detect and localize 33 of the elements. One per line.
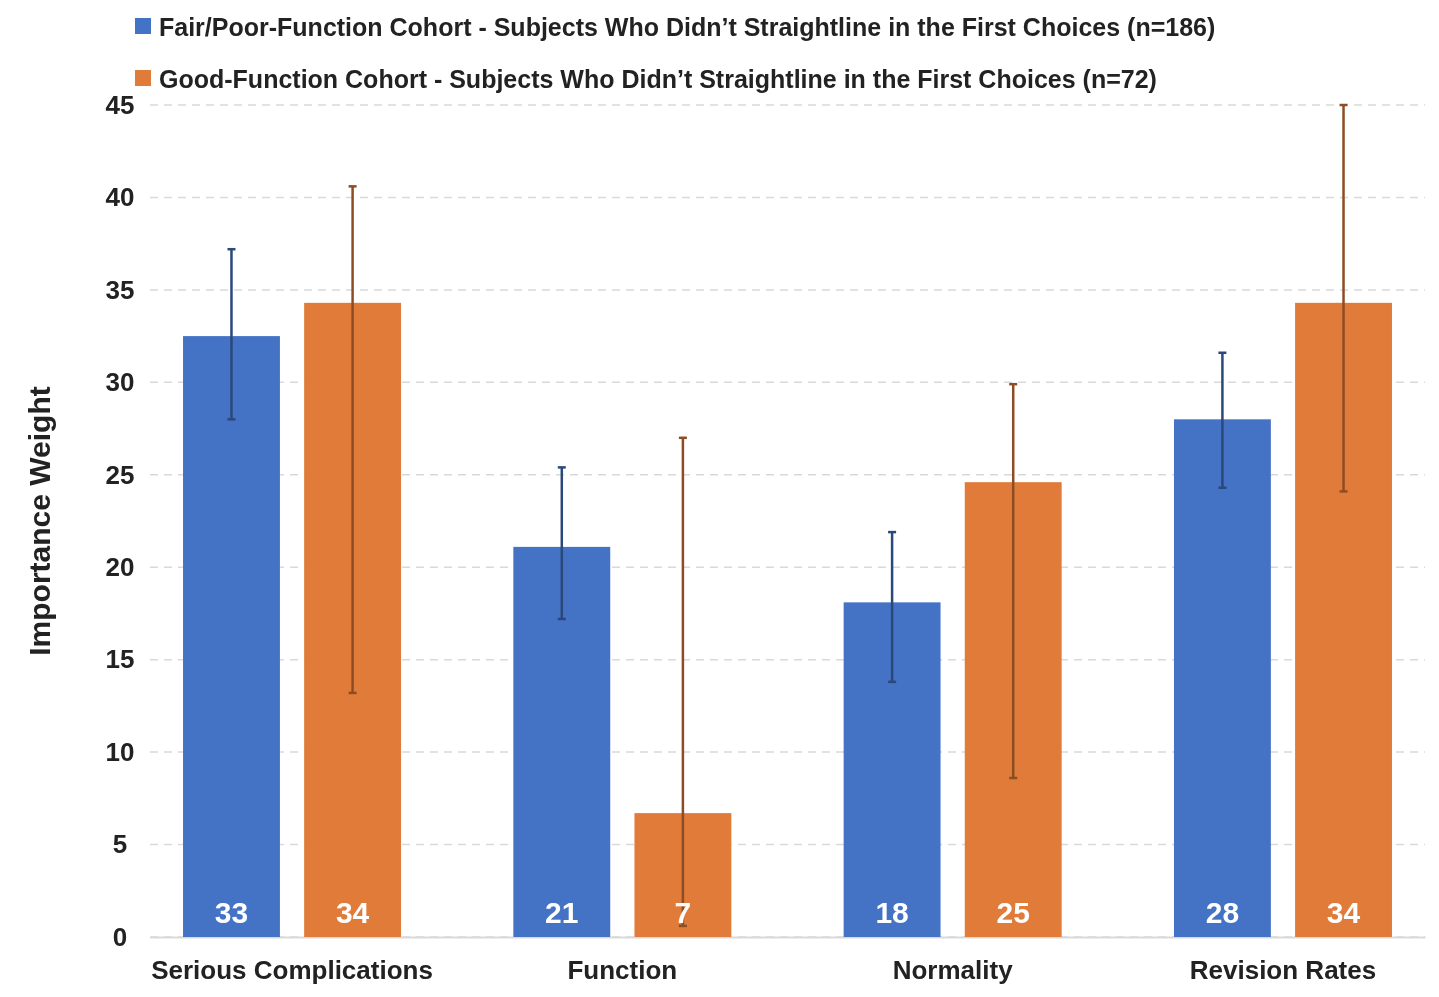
bar: [513, 546, 611, 937]
data-label: 34: [1326, 896, 1361, 929]
data-label: 18: [875, 896, 909, 929]
data-label: 7: [674, 896, 692, 929]
data-label: 33: [214, 896, 249, 929]
y-tick-label: 45: [105, 89, 135, 120]
y-tick-label: 40: [105, 182, 135, 213]
data-label: 21: [545, 896, 579, 929]
data-label: 28: [1205, 896, 1240, 929]
y-tick-label: 30: [105, 367, 135, 398]
y-axis-title: Importance Weight: [23, 386, 56, 656]
bar: [1173, 419, 1271, 937]
bar: [183, 336, 280, 937]
y-tick-label: 20: [105, 552, 135, 583]
legend-label: Fair/Poor-Function Cohort - Subjects Who Didn’t Straightline in the First Choices (n=186): [159, 13, 1216, 41]
bar: [1295, 302, 1392, 937]
x-tick-label: Normality: [892, 955, 1014, 986]
bar: [964, 482, 1062, 937]
legend-label: Good-Function Cohort - Subjects Who Didn’t Straightline in the First Choices (n=72): [159, 65, 1157, 93]
data-label: 25: [996, 896, 1030, 929]
data-label: 34: [335, 896, 370, 929]
y-tick-label: 35: [105, 274, 135, 305]
y-tick-label: 10: [105, 736, 135, 767]
bar: [634, 813, 732, 937]
y-tick-label: 5: [112, 829, 128, 860]
x-tick-label: Function: [567, 955, 678, 986]
x-tick-label: Serious Complications: [151, 955, 433, 986]
bar: [304, 302, 402, 937]
y-tick-label: 0: [112, 921, 128, 952]
x-tick-label: Revision Rates: [1189, 955, 1377, 986]
bar: [843, 602, 941, 937]
y-tick-label: 15: [105, 644, 135, 675]
y-tick-label: 25: [105, 459, 135, 490]
